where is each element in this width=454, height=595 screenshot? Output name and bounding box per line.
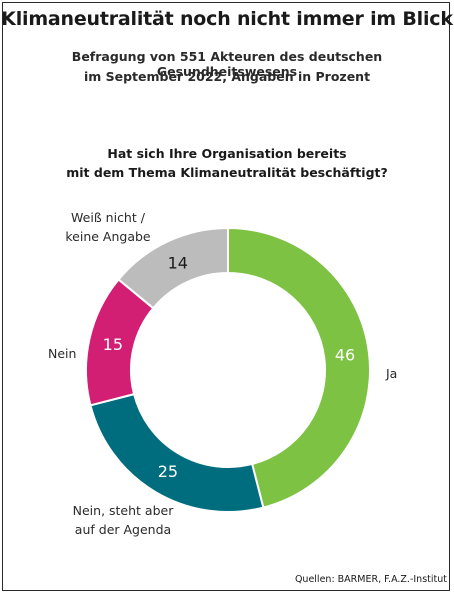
- slice-value-1: 25: [158, 462, 178, 481]
- donut-slice-0: [227, 226, 371, 509]
- chart-subtitle-line2: im September 2022, Angaben in Prozent: [83, 69, 371, 84]
- label-weiss-nicht-line1: Weiß nicht /: [71, 210, 145, 225]
- label-weiss-nicht-line2: keine Angabe: [65, 229, 151, 244]
- label-nein-agenda-line2: auf der Agenda: [74, 522, 172, 537]
- label-nein-agenda-line1: Nein, steht aber: [72, 503, 174, 518]
- survey-question-line2: mit dem Thema Klimaneutralität beschäfti…: [66, 165, 388, 180]
- chart-title: Klimaneutralität noch nicht immer im Bli…: [1, 8, 453, 30]
- label-ja: Ja: [386, 366, 398, 381]
- label-nein: Nein: [48, 346, 77, 361]
- label-weiss-nicht: Weiß nicht / keine Angabe: [48, 208, 168, 246]
- donut-slice-1: [89, 392, 265, 513]
- chart-frame: [2, 2, 450, 591]
- slice-value-2: 15: [103, 335, 123, 354]
- slice-value-3: 14: [168, 254, 188, 273]
- label-nein-agenda: Nein, steht aber auf der Agenda: [63, 501, 183, 539]
- survey-question-line1: Hat sich Ihre Organisation bereits: [107, 146, 347, 161]
- source-note: Quellen: BARMER, F.A.Z.-Institut: [294, 574, 447, 585]
- chart-subtitle-line1: Befragung von 551 Akteuren des deutschen…: [71, 49, 383, 79]
- donut-slice-3: [117, 226, 229, 310]
- slice-value-0: 46: [335, 346, 355, 365]
